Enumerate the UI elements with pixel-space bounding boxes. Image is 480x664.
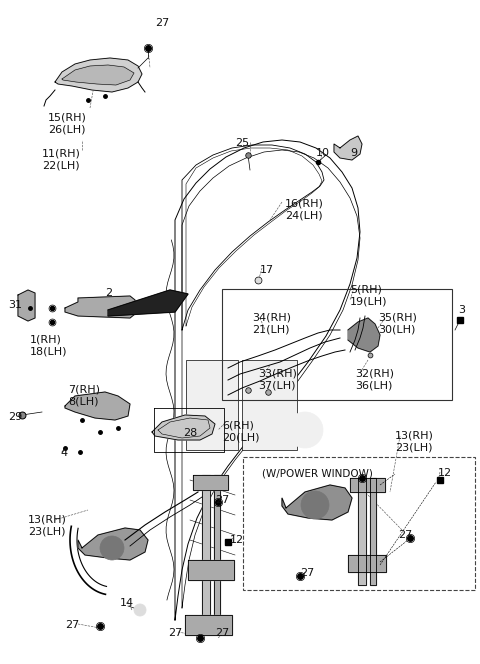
Text: 1(RH): 1(RH) [30,335,62,345]
Text: 3: 3 [458,305,465,315]
Polygon shape [193,475,228,490]
Text: 24(LH): 24(LH) [285,210,323,220]
Text: 31: 31 [8,300,22,310]
Text: 14: 14 [120,598,134,608]
Text: 27: 27 [398,530,412,540]
Text: 19(LH): 19(LH) [350,297,387,307]
Circle shape [100,536,124,560]
Polygon shape [358,478,366,585]
Bar [186,360,238,450]
Polygon shape [65,392,130,420]
Polygon shape [65,296,135,318]
Text: 23(LH): 23(LH) [395,442,432,452]
Bar [222,289,452,400]
Polygon shape [370,478,376,585]
Polygon shape [108,290,188,316]
Text: 27: 27 [215,495,229,505]
Polygon shape [282,485,352,520]
Polygon shape [350,478,385,492]
Text: 6(RH): 6(RH) [222,420,254,430]
Polygon shape [202,475,210,630]
Text: 36(LH): 36(LH) [355,380,392,390]
Polygon shape [55,58,142,92]
Text: 15(RH): 15(RH) [48,112,87,122]
Text: 4: 4 [60,448,67,458]
Text: 29: 29 [8,412,22,422]
Polygon shape [62,65,134,85]
Text: 17: 17 [260,265,274,275]
Text: 28: 28 [183,428,197,438]
Polygon shape [348,318,380,352]
Polygon shape [18,290,35,321]
Text: 26(LH): 26(LH) [48,124,85,134]
Text: (W/POWER WINDOW): (W/POWER WINDOW) [262,468,373,478]
Text: 13(RH): 13(RH) [395,430,434,440]
Polygon shape [152,415,215,440]
Text: 22(LH): 22(LH) [42,160,80,170]
Text: 27: 27 [168,628,182,638]
Text: 9: 9 [350,148,357,158]
Text: 12: 12 [438,468,452,478]
Text: 16(RH): 16(RH) [285,198,324,208]
Text: 27: 27 [215,628,229,638]
Circle shape [301,491,329,519]
Text: 2: 2 [105,288,112,298]
Text: 35(RH): 35(RH) [378,312,417,322]
Text: 32(RH): 32(RH) [355,368,394,378]
Circle shape [134,604,146,616]
Text: 27: 27 [300,568,314,578]
Text: 13(RH): 13(RH) [28,515,67,525]
Polygon shape [78,528,148,560]
Text: 23(LH): 23(LH) [28,527,65,537]
Text: 12: 12 [230,535,244,545]
Bar [243,457,475,590]
Text: 18(LH): 18(LH) [30,347,68,357]
Text: 25: 25 [235,138,249,148]
Bar [242,360,297,450]
Text: 37(LH): 37(LH) [258,380,296,390]
Text: 8(LH): 8(LH) [68,397,98,407]
Text: 27: 27 [155,18,169,28]
Text: 10: 10 [316,148,330,158]
Circle shape [287,412,323,448]
Text: 30(LH): 30(LH) [378,324,415,334]
Text: 5(RH): 5(RH) [350,285,382,295]
Text: 11(RH): 11(RH) [42,148,81,158]
Text: 27: 27 [65,620,79,630]
Polygon shape [185,615,232,635]
Text: 20(LH): 20(LH) [222,432,260,442]
Polygon shape [188,560,234,580]
Text: 7(RH): 7(RH) [68,385,100,395]
Text: 33(RH): 33(RH) [258,368,297,378]
Polygon shape [334,136,362,160]
Polygon shape [348,555,386,572]
Text: 21(LH): 21(LH) [252,324,289,334]
Text: 34(RH): 34(RH) [252,312,291,322]
Polygon shape [214,475,220,630]
